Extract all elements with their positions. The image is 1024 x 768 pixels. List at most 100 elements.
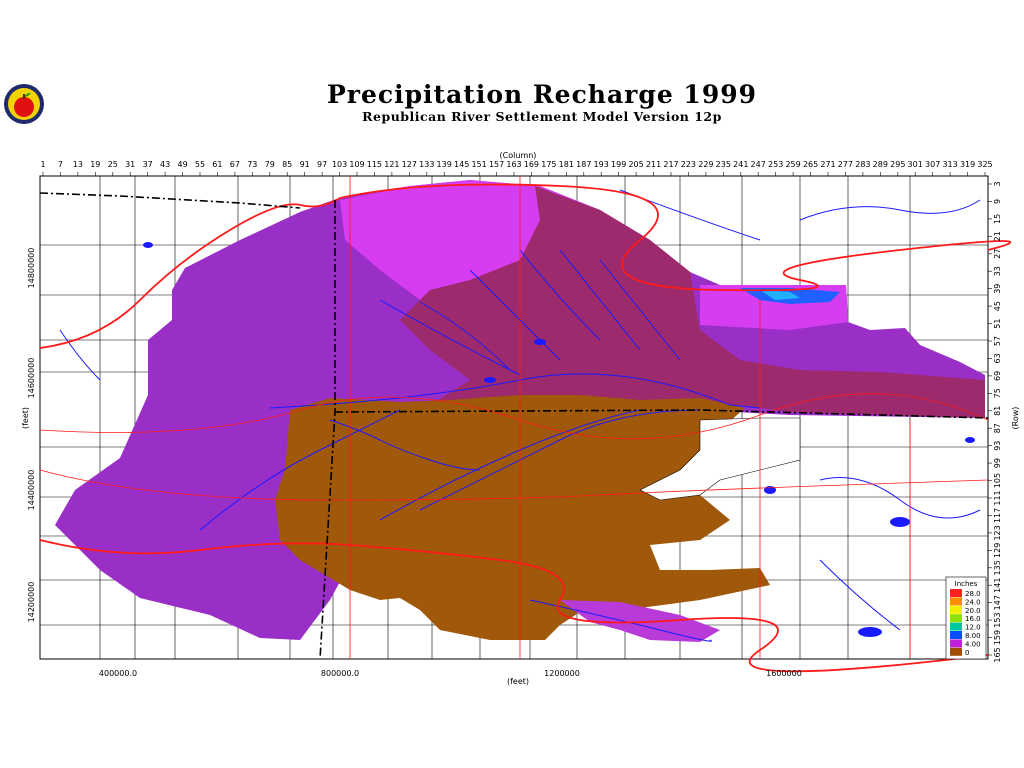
legend-swatch xyxy=(950,622,962,631)
column-tick-label: 31 xyxy=(125,160,135,169)
row-tick-label: 51 xyxy=(993,319,1002,329)
column-tick-label: 163 xyxy=(506,160,521,169)
column-tick-label: 283 xyxy=(855,160,870,169)
row-tick-label: 93 xyxy=(993,441,1002,451)
column-tick-label: 241 xyxy=(733,160,748,169)
column-tick-label: 211 xyxy=(646,160,661,169)
column-tick-label: 91 xyxy=(300,160,310,169)
column-tick-label: 205 xyxy=(628,160,643,169)
row-tick-label: 87 xyxy=(993,423,1002,433)
map-title: Precipitation Recharge 1999 xyxy=(326,80,758,109)
column-tick-label: 145 xyxy=(454,160,469,169)
recharge-zone-brown xyxy=(275,395,770,640)
row-tick-label: 129 xyxy=(993,543,1002,558)
legend-swatch xyxy=(950,597,962,606)
x-tick-label: 1200000 xyxy=(544,669,580,678)
row-tick-label: 39 xyxy=(993,284,1002,294)
column-tick-label: 151 xyxy=(471,160,486,169)
column-axis-label: (Column) xyxy=(500,151,537,160)
roads xyxy=(39,183,1012,673)
legend-label: 28.0 xyxy=(965,590,981,598)
legend-title: Inches xyxy=(955,580,978,588)
column-tick-label: 19 xyxy=(90,160,100,169)
legend-label: 16.0 xyxy=(965,615,981,623)
legend: Inches 28.024.020.016.012.08.004.000 xyxy=(945,576,987,660)
row-tick-label: 99 xyxy=(993,458,1002,468)
column-tick-label: 49 xyxy=(178,160,188,169)
recharge-zone-purple-south xyxy=(560,600,720,642)
row-tick-label: 159 xyxy=(993,630,1002,645)
legend-label: 20.0 xyxy=(965,607,981,615)
column-tick-label: 139 xyxy=(437,160,452,169)
tick-marks xyxy=(42,172,992,656)
column-tick-label: 235 xyxy=(716,160,731,169)
recharge-zone-cyan xyxy=(760,290,800,300)
column-tick-label: 319 xyxy=(960,160,975,169)
column-tick-label: 73 xyxy=(247,160,257,169)
column-tick-label: 85 xyxy=(282,160,292,169)
column-tick-label: 295 xyxy=(890,160,905,169)
x-tick-label: 1600000 xyxy=(766,669,802,678)
column-tick-label: 181 xyxy=(559,160,574,169)
row-tick-label: 147 xyxy=(993,595,1002,610)
column-tick-label: 229 xyxy=(698,160,713,169)
reservoirs xyxy=(143,242,975,637)
row-tick-label: 9 xyxy=(993,199,1002,204)
column-tick-label: 199 xyxy=(611,160,626,169)
legend-swatch xyxy=(950,614,962,623)
y-tick-label: 14200000 xyxy=(27,582,36,623)
column-tick-label: 127 xyxy=(402,160,417,169)
legend-label: 12.0 xyxy=(965,624,981,632)
column-tick-label: 25 xyxy=(108,160,118,169)
row-tick-label: 3 xyxy=(993,181,1002,186)
row-tick-label: 45 xyxy=(993,301,1002,311)
row-labels: 3915212733394551576369758187939910511111… xyxy=(993,181,1002,662)
column-tick-label: 265 xyxy=(803,160,818,169)
column-tick-label: 187 xyxy=(576,160,591,169)
row-tick-label: 141 xyxy=(993,578,1002,593)
column-tick-label: 133 xyxy=(419,160,434,169)
column-tick-label: 259 xyxy=(785,160,800,169)
row-tick-label: 123 xyxy=(993,525,1002,540)
column-tick-label: 289 xyxy=(873,160,888,169)
column-tick-label: 67 xyxy=(230,160,240,169)
column-tick-label: 325 xyxy=(977,160,992,169)
y-axis-label: (feet) xyxy=(21,407,30,429)
row-tick-label: 57 xyxy=(993,336,1002,346)
column-tick-label: 169 xyxy=(524,160,539,169)
y-tick-label: 14800000 xyxy=(27,248,36,289)
column-tick-label: 79 xyxy=(265,160,275,169)
column-tick-label: 97 xyxy=(317,160,327,169)
row-tick-label: 81 xyxy=(993,406,1002,416)
column-tick-label: 121 xyxy=(384,160,399,169)
column-tick-label: 55 xyxy=(195,160,205,169)
legend-label: 0 xyxy=(965,649,969,657)
column-tick-label: 115 xyxy=(367,160,382,169)
column-tick-label: 253 xyxy=(768,160,783,169)
row-tick-label: 165 xyxy=(993,647,1002,662)
row-tick-label: 153 xyxy=(993,612,1002,627)
legend-label: 24.0 xyxy=(965,598,981,606)
y-tick-label: 14600000 xyxy=(27,358,36,399)
row-tick-label: 135 xyxy=(993,560,1002,575)
column-tick-label: 247 xyxy=(751,160,766,169)
column-tick-label: 7 xyxy=(58,160,63,169)
column-tick-label: 157 xyxy=(489,160,504,169)
row-tick-label: 63 xyxy=(993,353,1002,363)
map-subtitle: Republican River Settlement Model Versio… xyxy=(362,109,722,124)
row-tick-label: 75 xyxy=(993,388,1002,398)
row-tick-label: 15 xyxy=(993,214,1002,224)
column-tick-label: 313 xyxy=(942,160,957,169)
legend-swatch xyxy=(950,631,962,639)
row-tick-label: 27 xyxy=(993,249,1002,259)
row-tick-label: 69 xyxy=(993,371,1002,381)
column-tick-label: 1 xyxy=(40,160,45,169)
y-tick-label: 14400000 xyxy=(27,470,36,511)
row-tick-label: 21 xyxy=(993,231,1002,241)
column-tick-label: 217 xyxy=(663,160,678,169)
rivers xyxy=(59,189,981,642)
column-tick-label: 175 xyxy=(541,160,556,169)
column-tick-label: 109 xyxy=(349,160,364,169)
column-tick-label: 307 xyxy=(925,160,940,169)
